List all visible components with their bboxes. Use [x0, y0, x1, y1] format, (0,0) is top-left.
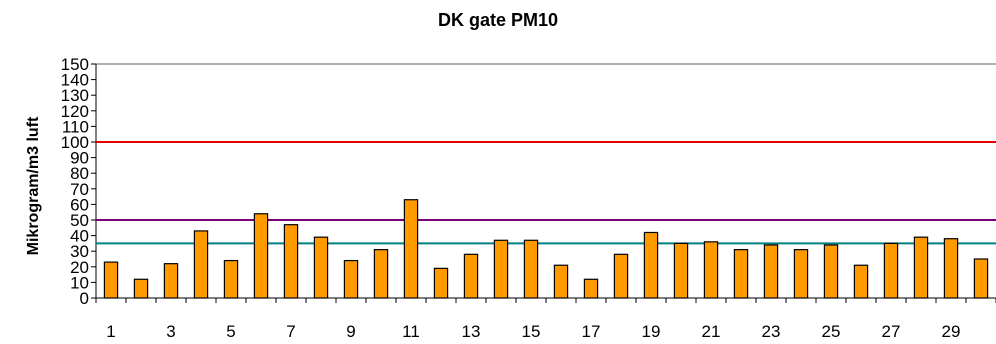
bar-3 — [163, 263, 179, 299]
bar-5 — [223, 259, 239, 299]
x-tick-label: 13 — [462, 322, 481, 341]
bar-9 — [343, 259, 359, 299]
y-tick-label: 120 — [61, 102, 89, 121]
x-tick-label: 3 — [166, 322, 175, 341]
bar-19 — [643, 231, 659, 299]
x-tick-label: 5 — [226, 322, 235, 341]
bar-10 — [373, 249, 389, 299]
x-tick-label: 1 — [106, 322, 115, 341]
x-tick-label: 17 — [582, 322, 601, 341]
bar-13 — [463, 253, 479, 299]
bar-22 — [733, 249, 749, 299]
x-tick-label: 7 — [286, 322, 295, 341]
x-tick-label: 29 — [942, 322, 961, 341]
y-tick-label: 20 — [70, 258, 89, 277]
x-tick-label: 9 — [346, 322, 355, 341]
x-tick-label: 19 — [642, 322, 661, 341]
bar-11 — [403, 199, 419, 299]
y-tick-label: 140 — [61, 71, 89, 90]
bar-26 — [853, 264, 869, 299]
bar-1 — [103, 261, 119, 299]
bar-4 — [193, 230, 209, 299]
bar-23 — [763, 244, 779, 299]
bar-14 — [493, 239, 509, 299]
y-tick-label: 30 — [70, 242, 89, 261]
y-tick-label: 90 — [70, 149, 89, 168]
bar-30 — [973, 258, 989, 299]
y-tick-label: 70 — [70, 180, 89, 199]
x-axis-ticks: 1 3 5 7 9 11 13 15 17 19 21 23 25 27 29 — [95, 298, 996, 341]
bar-25 — [823, 244, 839, 299]
y-tick-label: 40 — [70, 227, 89, 246]
bar-16 — [553, 264, 569, 299]
bars — [103, 199, 989, 299]
bar-15 — [523, 239, 539, 299]
y-tick-label: 130 — [61, 86, 89, 105]
chart-title: DK gate PM10 — [437, 10, 559, 30]
y-tick-label: 80 — [70, 164, 89, 183]
x-tick-label: 11 — [402, 322, 420, 341]
y-tick-label: 110 — [62, 117, 89, 136]
y-tick-label: 150 — [61, 55, 89, 74]
x-tick-label: 21 — [702, 322, 721, 341]
bar-27 — [883, 242, 899, 299]
bar-12 — [433, 267, 449, 299]
x-tick-label: 15 — [522, 322, 541, 341]
bar-21 — [703, 241, 719, 299]
bar-17 — [583, 278, 599, 299]
reference-lines — [96, 141, 996, 245]
bar-24 — [793, 249, 809, 299]
x-tick-label: 25 — [822, 322, 841, 341]
y-tick-label: 60 — [70, 195, 89, 214]
bar-20 — [673, 242, 689, 299]
x-tick-label: 23 — [762, 322, 781, 341]
y-axis-title: Mikrogram/m3 luft — [25, 116, 42, 255]
y-tick-label: 0 — [80, 289, 89, 308]
bar-2 — [133, 278, 149, 299]
bar-6 — [253, 213, 269, 299]
bar-8 — [313, 236, 329, 299]
y-tick-label: 10 — [70, 273, 89, 292]
x-tick-label: 27 — [882, 322, 901, 341]
bar-28 — [913, 236, 929, 299]
y-tick-label: 100 — [61, 133, 89, 152]
bar-29 — [943, 238, 959, 299]
bar-7 — [283, 224, 299, 299]
y-tick-label: 50 — [70, 211, 89, 230]
bar-18 — [613, 253, 629, 299]
